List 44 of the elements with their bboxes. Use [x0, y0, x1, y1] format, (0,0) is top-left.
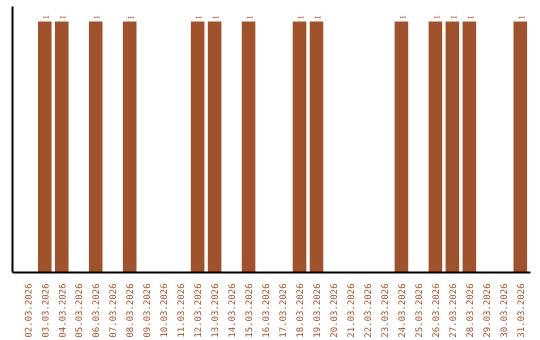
x-tick-label: 20.03.2026 [330, 283, 340, 338]
x-tick-label: 21.03.2026 [346, 283, 357, 338]
data-label: 1 [448, 15, 458, 20]
data-label: 1 [40, 15, 51, 20]
data-label: 1 [210, 15, 221, 20]
x-tick-label: 16.03.2026 [262, 283, 272, 338]
x-tick-label: 12.03.2026 [194, 283, 204, 338]
data-label: 1 [244, 15, 255, 20]
x-tick-label: 18.03.2026 [296, 283, 306, 338]
data-label: 1 [58, 15, 68, 20]
x-tick-label: 24.03.2026 [398, 283, 408, 338]
x-tick-label: 17.03.2026 [279, 283, 290, 338]
x-tick-label: 06.03.2026 [92, 283, 102, 338]
x-tick-label: 31.03.2026 [516, 283, 527, 338]
x-tick-label: 02.03.2026 [24, 283, 34, 338]
x-tick-label: 22.03.2026 [364, 283, 374, 338]
data-label: 1 [296, 15, 306, 20]
data-label: 1 [397, 15, 408, 20]
data-label: 1 [194, 15, 204, 20]
x-tick-label: 27.03.2026 [448, 283, 459, 338]
x-tick-label: 11.03.2026 [177, 283, 188, 338]
x-tick-label: 19.03.2026 [313, 283, 324, 338]
x-tick-label: 25.03.2026 [414, 283, 425, 338]
x-tick-label: 29.03.2026 [482, 283, 493, 338]
x-tick-label: 09.03.2026 [143, 283, 154, 338]
data-label: 1 [431, 15, 442, 20]
x-tick-label: 30.03.2026 [500, 283, 510, 338]
x-tick-label: 05.03.2026 [75, 283, 86, 338]
x-tick-label: 04.03.2026 [58, 283, 68, 338]
x-tick-label: 10.03.2026 [160, 283, 170, 338]
x-tick-label: 03.03.2026 [41, 283, 52, 338]
x-tick-label: 23.03.2026 [380, 283, 391, 338]
x-tick-label: 26.03.2026 [432, 283, 442, 338]
data-label: 1 [465, 15, 476, 20]
x-tick-label: 13.03.2026 [211, 283, 222, 338]
data-label: 1 [312, 15, 323, 20]
data-label: 1 [92, 15, 102, 20]
x-tick-label: 07.03.2026 [109, 283, 120, 338]
data-label: 1 [516, 15, 526, 20]
x-tick-label: 14.03.2026 [228, 283, 238, 338]
x-tick-label: 15.03.2026 [245, 283, 256, 338]
x-tick-label: 08.03.2026 [126, 283, 136, 338]
data-label: 1 [126, 15, 136, 20]
x-tick-label: 28.03.2026 [466, 283, 476, 338]
